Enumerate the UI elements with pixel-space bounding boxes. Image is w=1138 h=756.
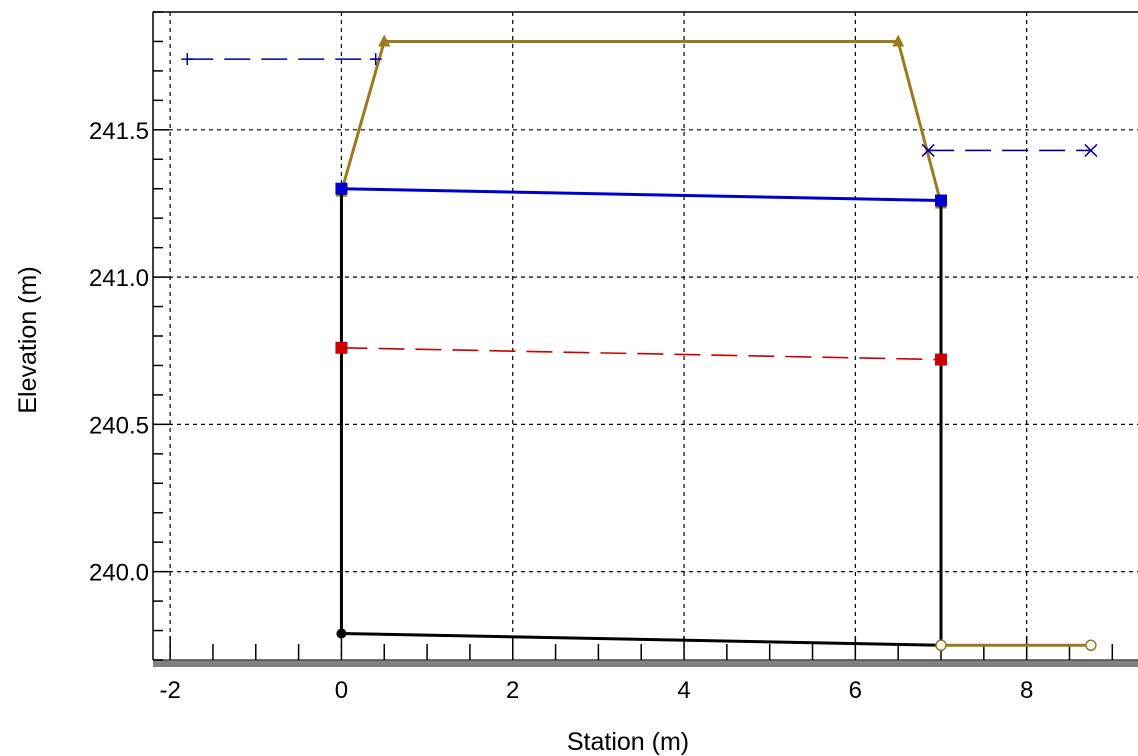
tailwater-marker [1084, 143, 1098, 157]
tailwater-marker [921, 143, 935, 157]
axes [152, 11, 1138, 667]
bed-line [341, 631, 942, 647]
x-tick-label: -2 [159, 677, 180, 704]
energy-grade-line [341, 346, 942, 361]
data-series [181, 34, 1098, 652]
y-axis-title: Elevation (m) [14, 266, 42, 413]
x-tick-label: 8 [1020, 677, 1033, 704]
structure-marker [892, 34, 905, 47]
energy-grade-marker [335, 341, 348, 354]
tick-labels: -2 0 2 4 6 8 240.0 240.5 241.0 241.5 [89, 118, 1033, 704]
x-tick-label: 6 [849, 677, 862, 704]
headwater-marker [369, 53, 382, 66]
energy-grade-marker [935, 353, 947, 366]
x-tick-label: 4 [677, 677, 690, 704]
downstream-bed-marker [935, 639, 947, 652]
y-tick-label: 241.5 [89, 118, 149, 145]
x-axis-bar [153, 660, 1138, 667]
y-tick-label: 241.0 [89, 265, 149, 292]
downstream-bed-marker [1085, 639, 1097, 652]
y-tick-label: 240.5 [89, 412, 149, 439]
structure-marker [378, 34, 391, 47]
water-surface-line [341, 187, 942, 203]
structure-line [339, 39, 943, 204]
water-surface-marker [935, 194, 947, 207]
x-tick-label: 2 [506, 677, 519, 704]
water-surface-marker [335, 182, 348, 195]
headwater-marker [181, 53, 194, 66]
y-tick-label: 240.0 [89, 560, 149, 587]
x-tick-label: 0 [335, 677, 348, 704]
bed-marker [336, 628, 347, 639]
x-axis-title: Station (m) [567, 728, 689, 756]
